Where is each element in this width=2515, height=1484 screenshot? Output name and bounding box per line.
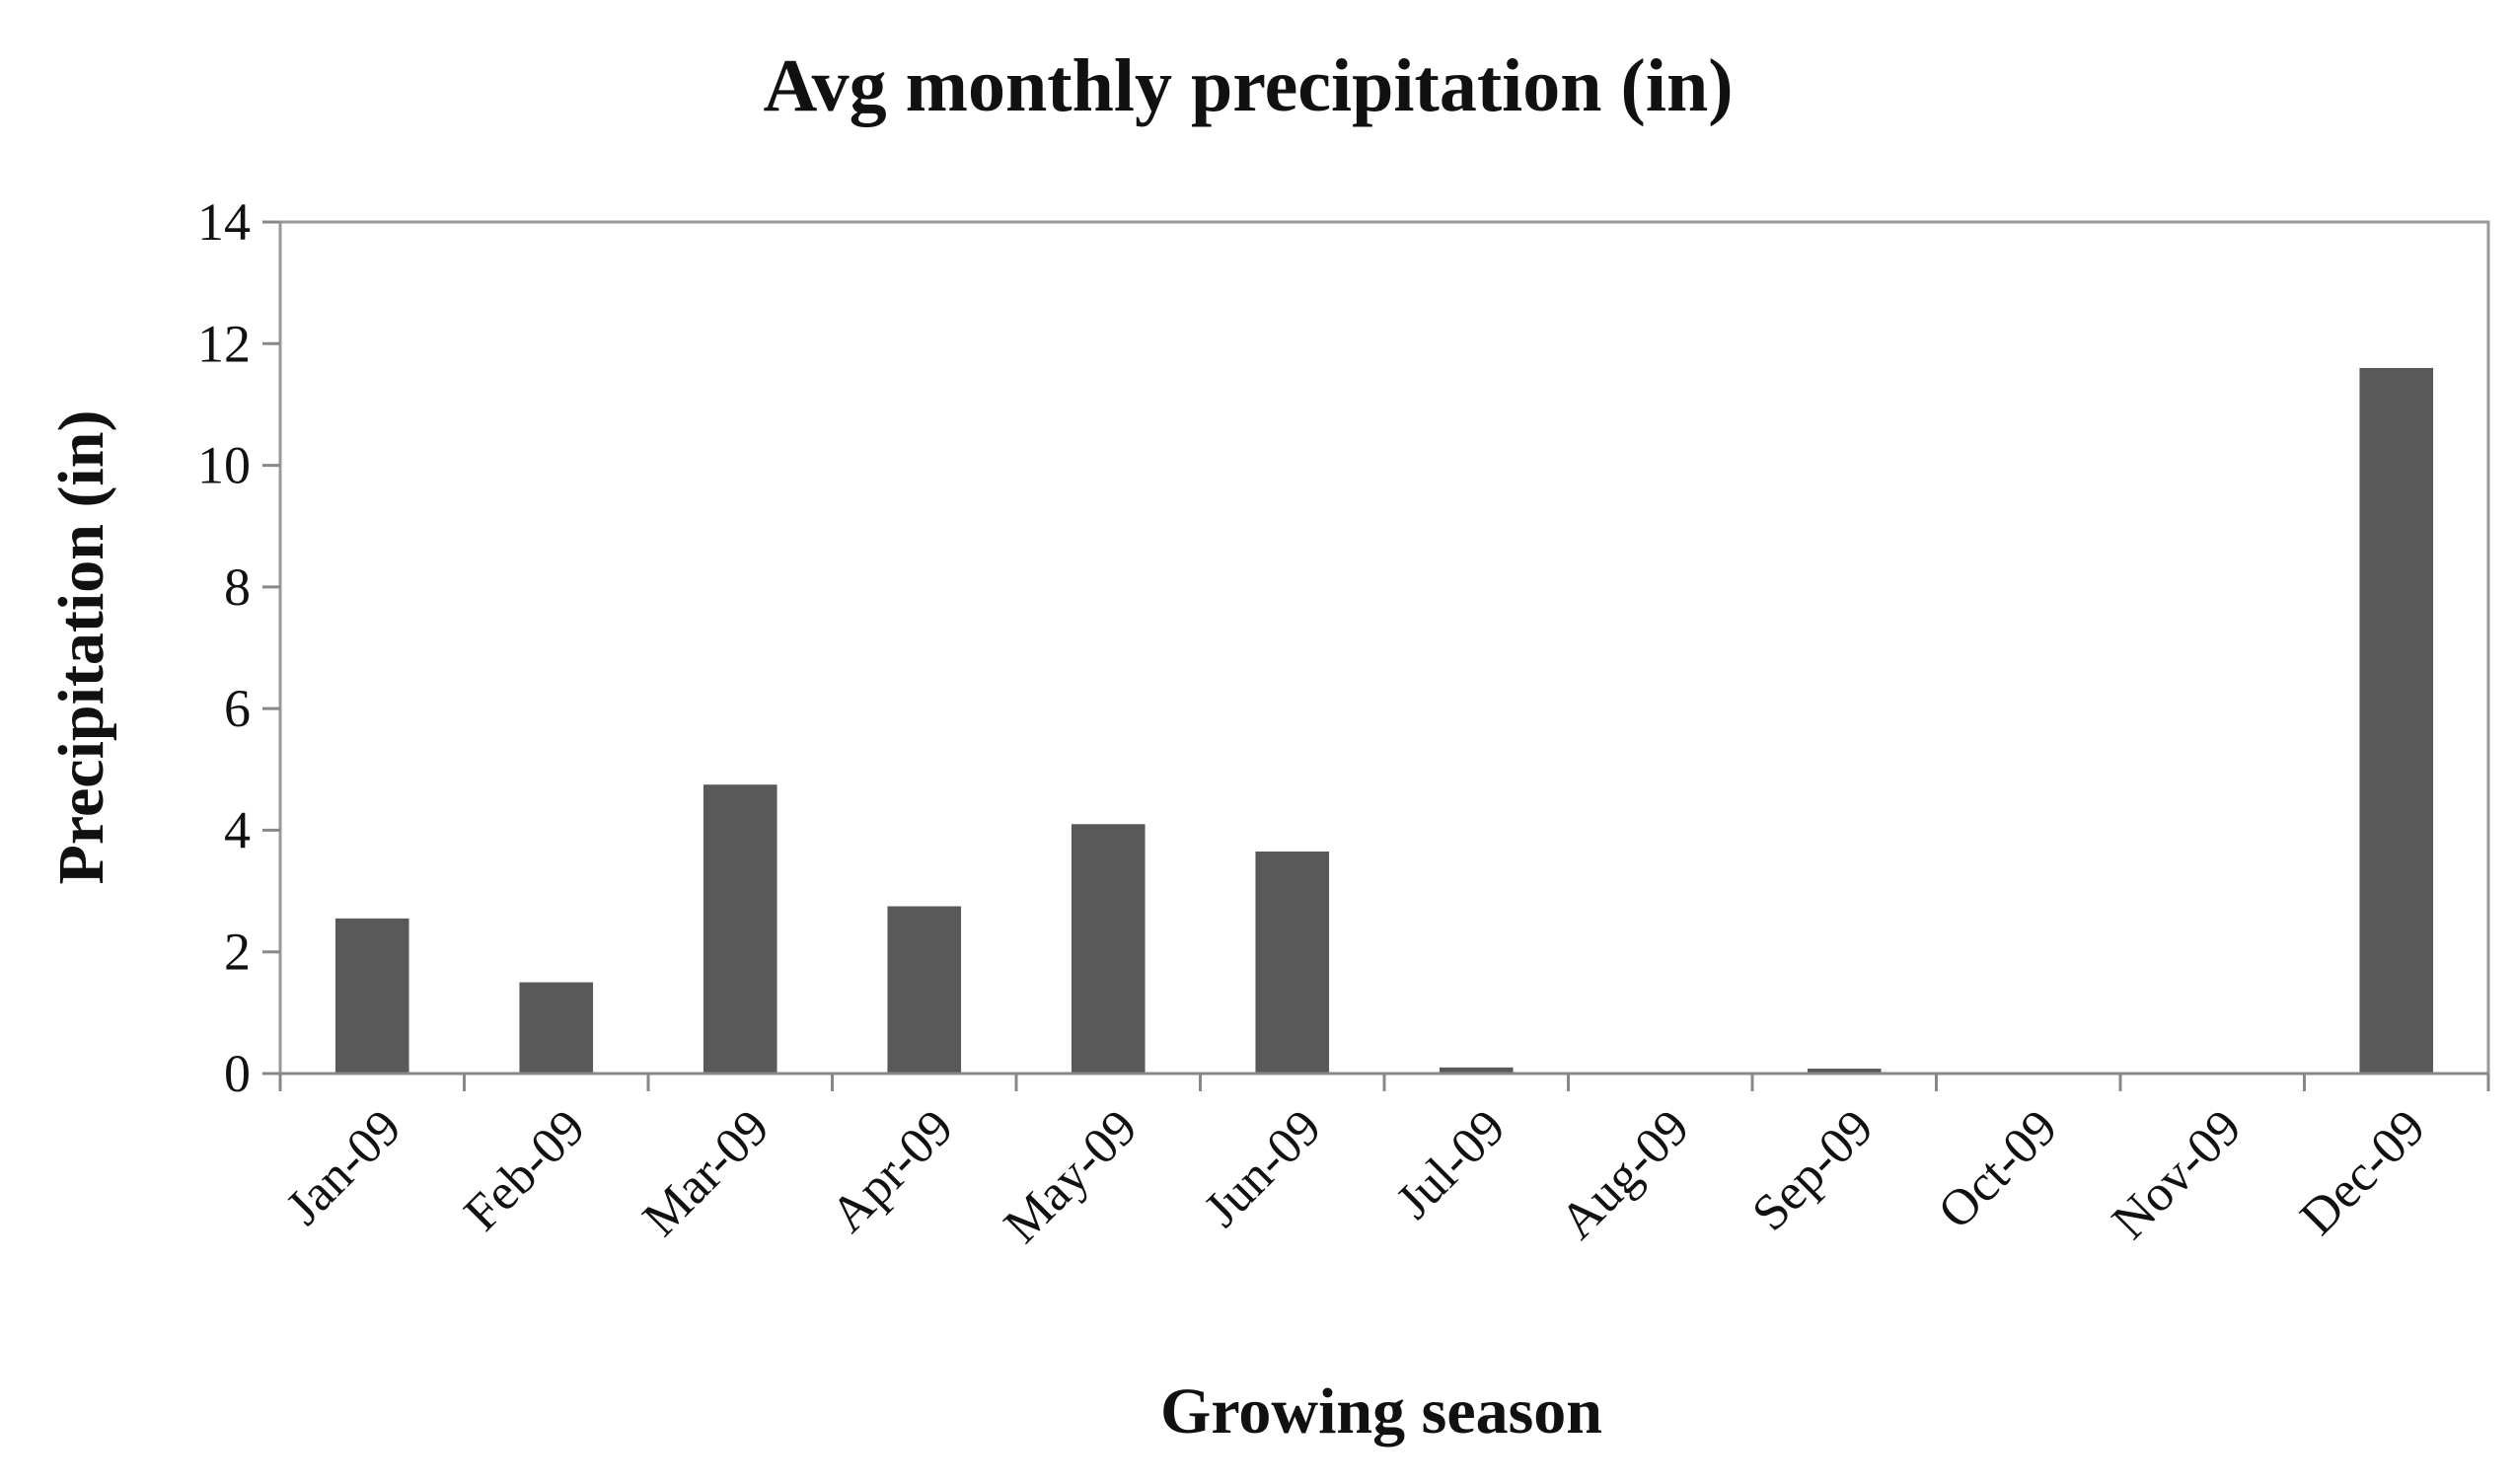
x-category-label: Aug-09: [1550, 1099, 1701, 1250]
y-tick-label: 14: [197, 192, 251, 252]
bar-jan-09: [334, 918, 409, 1074]
bar-dec-09: [2359, 367, 2434, 1074]
x-category-label: Apr-09: [820, 1099, 964, 1243]
x-axis-title: Growing season: [1160, 1375, 1602, 1447]
y-tick-label: 10: [197, 436, 251, 495]
x-category-label: Mar-09: [632, 1099, 780, 1247]
y-axis: 0 2 4 6 8 10 12 14: [197, 192, 280, 1103]
bar-jul-09: [1439, 1067, 1514, 1074]
x-category-label: Oct-09: [1928, 1099, 2068, 1239]
bar-apr-09: [887, 906, 962, 1074]
chart-title: Avg monthly precipitation (in): [763, 44, 1733, 127]
x-category-label: Feb-09: [454, 1099, 596, 1241]
x-category-label: Dec-09: [2290, 1099, 2437, 1246]
bars-group: [334, 367, 2434, 1074]
y-tick-label: 8: [224, 557, 251, 617]
x-category-label: Jul-09: [1386, 1099, 1516, 1229]
y-tick-label: 2: [224, 923, 251, 982]
x-category-label: May-09: [994, 1099, 1148, 1254]
y-tick-label: 4: [224, 800, 251, 859]
bar-jun-09: [1255, 852, 1330, 1074]
bar-may-09: [1071, 824, 1146, 1074]
y-axis-title: Precipitation (in): [45, 410, 117, 885]
x-category-label: Nov-09: [2102, 1099, 2253, 1250]
bar-mar-09: [703, 784, 777, 1074]
x-axis: [278, 1072, 2490, 1091]
y-tick-label: 12: [197, 314, 251, 373]
y-tick-label: 0: [224, 1044, 251, 1103]
bar-feb-09: [519, 982, 594, 1074]
bar-sep-09: [1807, 1069, 1882, 1074]
x-category-label: Sep-09: [1741, 1099, 1884, 1241]
plot-area-frame: [278, 220, 2490, 1076]
x-category-labels: Jan-09 Feb-09 Mar-09 Apr-09 May-09 Jun-09 Jul-…: [275, 1099, 2436, 1254]
x-category-label: Jun-09: [1194, 1099, 1332, 1237]
y-tick-label: 6: [224, 679, 251, 738]
x-category-label: Jan-09: [275, 1099, 411, 1235]
